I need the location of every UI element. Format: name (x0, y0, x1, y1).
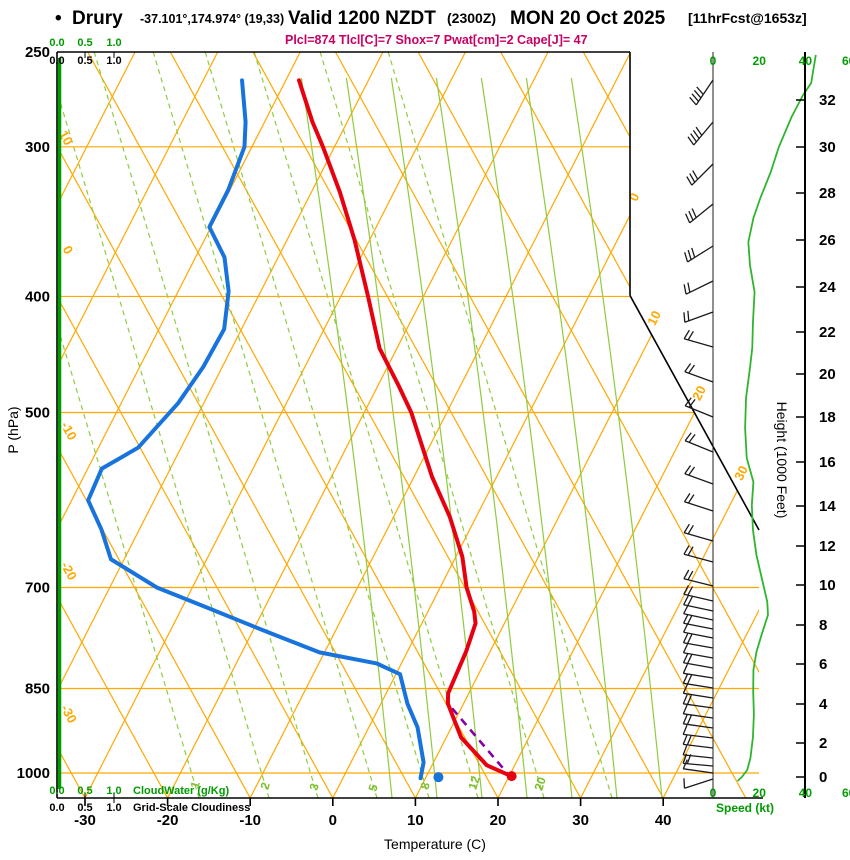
moist-adiabat-lines (300, 77, 663, 798)
height-axis-label: Height (1000 Feet) (774, 402, 790, 519)
svg-text:0: 0 (710, 786, 717, 800)
svg-text:5: 5 (366, 782, 381, 793)
svg-text:40: 40 (655, 812, 672, 829)
svg-text:2: 2 (819, 735, 827, 752)
svg-text:1.0: 1.0 (106, 802, 121, 814)
svg-text:0.5: 0.5 (77, 785, 92, 797)
svg-text:0: 0 (710, 54, 717, 68)
svg-text:0.5: 0.5 (77, 37, 92, 49)
svg-text:0: 0 (819, 769, 827, 786)
svg-text:0: 0 (60, 243, 77, 257)
svg-text:-20: -20 (157, 812, 179, 829)
svg-text:8: 8 (418, 780, 433, 791)
svg-text:2: 2 (258, 780, 273, 791)
svg-text:12: 12 (819, 538, 836, 555)
svg-text:0.5: 0.5 (77, 55, 92, 67)
svg-text:1: 1 (188, 779, 203, 790)
mixing-ratio-lines (57, 52, 613, 798)
svg-text:20: 20 (753, 786, 767, 800)
svg-text:1.0: 1.0 (106, 37, 121, 49)
station-coords: -37.101°,174.974° (19,33) (140, 12, 284, 26)
svg-text:10: 10 (644, 308, 664, 328)
valid-time: Valid 1200 NZDT (288, 8, 436, 29)
speed-axis-ticks: 00202040406060 (710, 54, 850, 800)
svg-text:10: 10 (819, 577, 836, 594)
title-bullet: • (55, 8, 62, 29)
svg-text:0.0: 0.0 (49, 37, 64, 49)
svg-text:14: 14 (819, 498, 836, 515)
dewpoint-curve (86, 78, 426, 781)
svg-text:20: 20 (689, 383, 709, 403)
svg-text:30: 30 (731, 463, 751, 483)
svg-text:300: 300 (25, 139, 50, 156)
svg-text:20: 20 (532, 775, 549, 792)
speed-axis-label: Speed (kt) (716, 801, 774, 815)
svg-text:26: 26 (819, 232, 836, 249)
svg-text:1000: 1000 (17, 765, 50, 782)
cloudiness-scale-label: Grid-Scale Cloudiness (133, 802, 250, 814)
svg-text:60: 60 (842, 786, 850, 800)
svg-text:24: 24 (819, 279, 836, 296)
valid-date: MON 20 Oct 2025 (510, 8, 666, 29)
svg-text:8: 8 (819, 617, 827, 634)
surface-points (433, 771, 517, 783)
svg-text:60: 60 (842, 54, 850, 68)
svg-text:250: 250 (25, 44, 50, 61)
svg-text:500: 500 (25, 405, 50, 422)
svg-text:30: 30 (819, 139, 836, 156)
svg-text:700: 700 (25, 580, 50, 597)
wind-speed-curve (736, 54, 817, 782)
svg-text:1.0: 1.0 (106, 55, 121, 67)
svg-text:16: 16 (819, 454, 836, 471)
cloudwater-scale-numbers: 0.0 0.0 0.0 0.0 0.5 0.5 0.5 0.5 1.0 1.0 1.0 1.0 (49, 37, 121, 814)
temperature-axis-label: Temperature (C) (384, 836, 486, 852)
svg-text:12: 12 (466, 774, 483, 791)
plot-frame (56, 51, 763, 806)
svg-text:32: 32 (819, 92, 836, 109)
svg-text:30: 30 (572, 812, 589, 829)
svg-text:4: 4 (819, 696, 828, 713)
svg-text:0.0: 0.0 (49, 55, 64, 67)
svg-text:850: 850 (25, 680, 50, 697)
svg-text:0: 0 (626, 190, 643, 203)
svg-text:1.0: 1.0 (106, 785, 121, 797)
station-name: Drury (72, 8, 123, 29)
svg-text:0.5: 0.5 (77, 802, 92, 814)
svg-text:-30: -30 (74, 812, 96, 829)
svg-text:3: 3 (307, 781, 322, 792)
svg-text:22: 22 (819, 324, 836, 341)
svg-text:0.0: 0.0 (49, 785, 64, 797)
svg-text:40: 40 (799, 54, 813, 68)
valid-time-utc: (2300Z) (447, 10, 496, 26)
forecast-tag: [11hrFcst@1653z] (688, 10, 807, 26)
svg-text:400: 400 (25, 288, 50, 305)
svg-text:6: 6 (819, 656, 827, 673)
svg-text:-10: -10 (239, 812, 261, 829)
pressure-tick-labels: 250 300 400 500 700 850 1000 (17, 44, 50, 782)
cloudwater-scale-label: CloudWater (g/Kg) (133, 785, 229, 797)
temperature-curve (297, 78, 511, 778)
svg-text:20: 20 (753, 54, 767, 68)
svg-text:20: 20 (819, 366, 836, 383)
parcel-path-line (451, 707, 510, 776)
svg-text:18: 18 (819, 409, 836, 426)
pressure-lines (57, 146, 759, 774)
svg-text:20: 20 (490, 812, 507, 829)
stability-indices: Plcl=874 Tlcl[C]=7 Shox=7 Pwat[cm]=2 Cap… (285, 33, 588, 47)
svg-text:28: 28 (819, 185, 836, 202)
svg-text:10: 10 (407, 812, 424, 829)
svg-text:0.0: 0.0 (49, 802, 64, 814)
pressure-axis-label: P (hPa) (5, 406, 21, 453)
temperature-tick-labels: -30 -20 -10 0 10 20 30 40 (74, 812, 671, 829)
wind-barbs (682, 79, 714, 789)
svg-text:0: 0 (329, 812, 337, 829)
svg-text:40: 40 (799, 786, 813, 800)
